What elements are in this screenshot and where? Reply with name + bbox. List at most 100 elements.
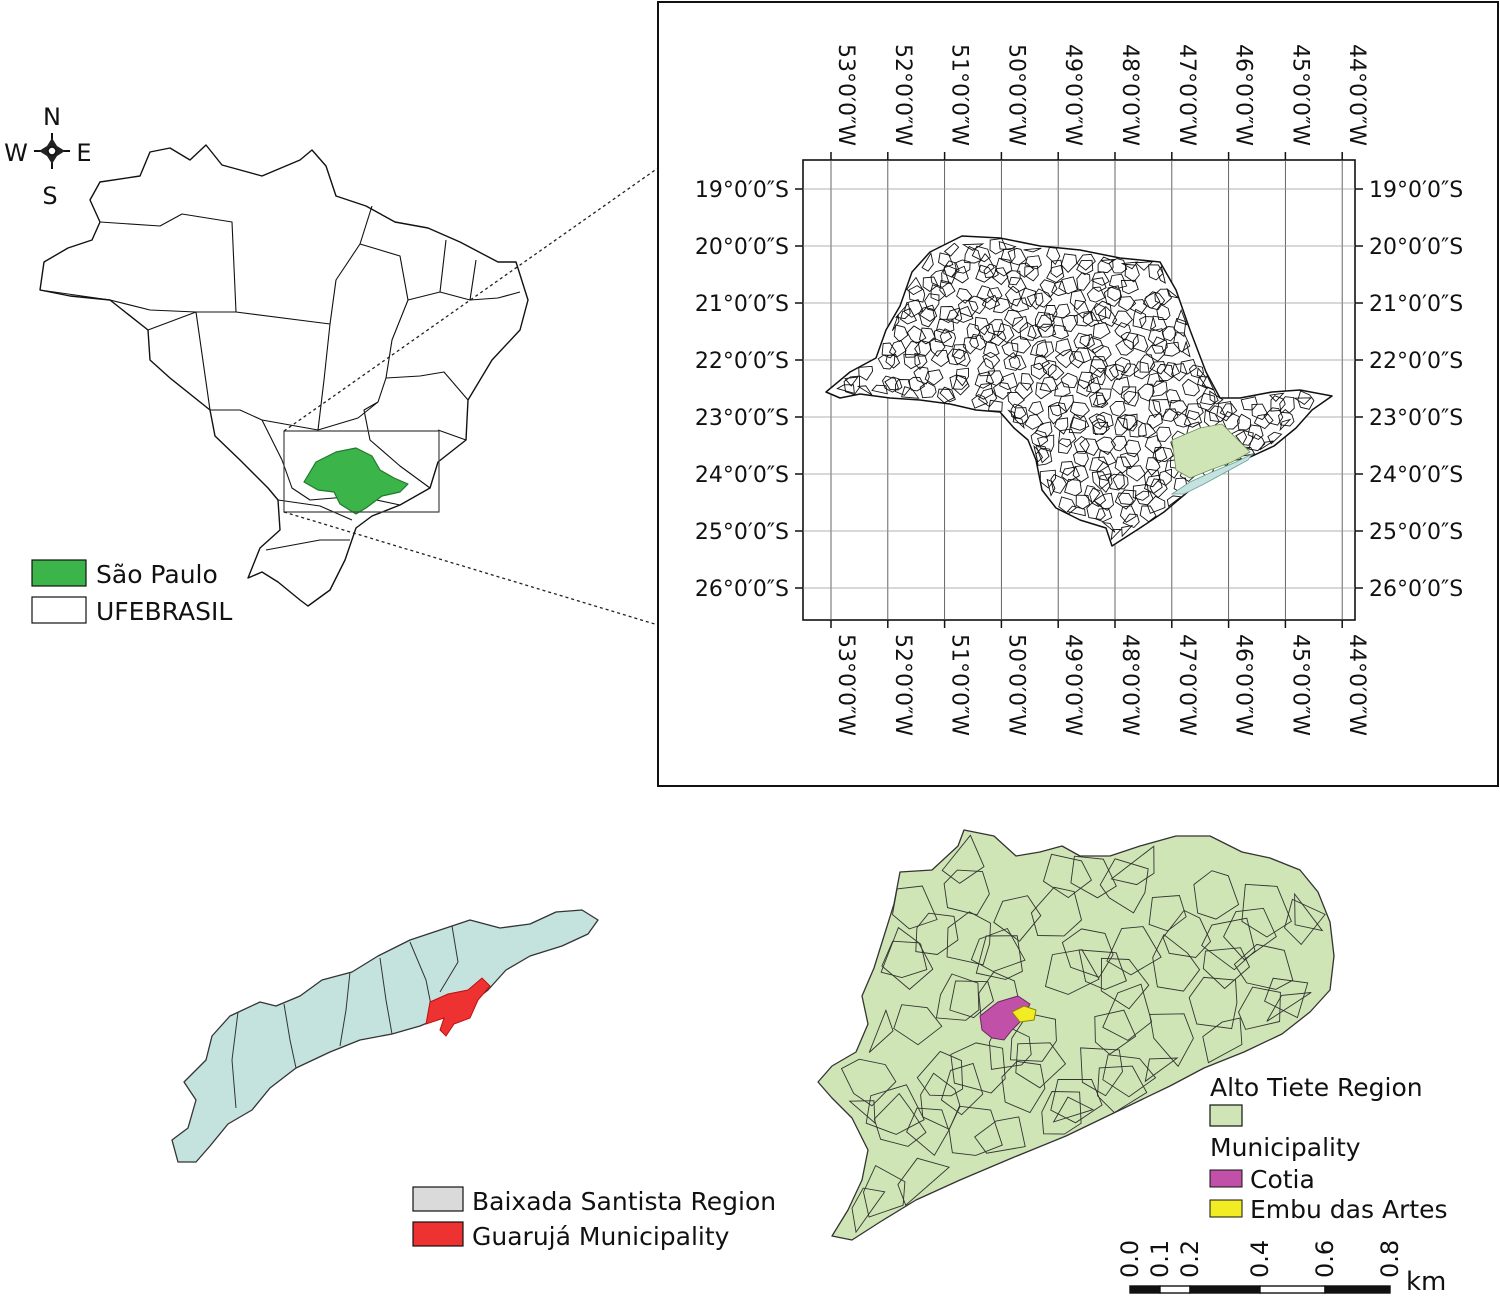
municipality-cell bbox=[1114, 322, 1131, 342]
municipality-cell bbox=[1253, 413, 1274, 430]
municipality-cell bbox=[1132, 308, 1147, 329]
longitude-labels-bottom: 53°0′0″W 52°0′0″W 51°0′0″W 50°0′0″W 49°0′0″W… bbox=[833, 634, 1369, 736]
municipality-cell bbox=[1098, 450, 1117, 466]
municipality-cell bbox=[858, 365, 874, 381]
municipality-cell bbox=[1183, 409, 1203, 428]
municipality-cell bbox=[1086, 500, 1106, 520]
compass-south: S bbox=[42, 182, 57, 210]
municipality-cell bbox=[1034, 311, 1053, 328]
cotia-municipality bbox=[979, 995, 1031, 1041]
legend-swatch-sao-paulo bbox=[31, 559, 87, 587]
municipality-cell bbox=[1097, 305, 1118, 327]
municipality-cell bbox=[1278, 409, 1295, 427]
municipality-cell bbox=[1068, 416, 1087, 434]
alto-municipality-cell bbox=[1188, 976, 1238, 1030]
longitude-label-bottom: 48°0′0″W bbox=[1117, 634, 1142, 736]
municipality-cell bbox=[1143, 474, 1163, 494]
municipality-cell bbox=[1104, 363, 1119, 382]
longitude-label-bottom: 49°0′0″W bbox=[1060, 634, 1085, 736]
municipality-cell bbox=[1036, 313, 1055, 333]
municipality-cell bbox=[1077, 371, 1095, 390]
latitude-label-right: 20°0′0″S bbox=[1369, 235, 1463, 260]
municipality-cell bbox=[977, 357, 996, 377]
municipality-cell bbox=[914, 352, 928, 370]
compass-center-icon bbox=[47, 146, 57, 156]
municipality-cell bbox=[1150, 315, 1168, 333]
municipality-cell bbox=[1054, 348, 1075, 369]
municipality-cell bbox=[1091, 344, 1112, 362]
municipality-cell bbox=[928, 337, 946, 357]
municipality-cell bbox=[924, 293, 940, 312]
municipality-cell bbox=[1118, 296, 1137, 312]
municipality-cell bbox=[1109, 400, 1126, 417]
municipality-cell bbox=[1235, 430, 1254, 446]
municipality-cell bbox=[1068, 351, 1085, 369]
municipality-cell bbox=[894, 379, 911, 396]
municipality-cell bbox=[941, 264, 957, 285]
municipality-cell bbox=[974, 371, 995, 389]
alto-municipality-cell bbox=[851, 1187, 886, 1234]
municipality-cell bbox=[1046, 246, 1061, 266]
municipality-cell bbox=[938, 252, 954, 268]
municipality-cell bbox=[1181, 378, 1200, 397]
legend-title-municipality: Municipality bbox=[1210, 1133, 1361, 1162]
municipality-cell bbox=[1070, 413, 1090, 431]
municipality-cell bbox=[924, 369, 944, 386]
scale-tick-label: 0.8 bbox=[1376, 1240, 1404, 1278]
municipality-cell bbox=[952, 374, 970, 396]
municipality-cell bbox=[1061, 466, 1080, 483]
municipality-cell bbox=[1035, 447, 1053, 466]
scale-tick-label: 0.1 bbox=[1146, 1240, 1174, 1278]
longitude-label-top: 52°0′0″W bbox=[890, 44, 915, 146]
longitude-label-top: 46°0′0″W bbox=[1231, 44, 1256, 146]
municipality-cell bbox=[954, 259, 971, 274]
legend-title-alto-tiete: Alto Tiete Region bbox=[1210, 1073, 1423, 1102]
latitude-label-left: 21°0′0″S bbox=[695, 292, 789, 317]
municipality-cell bbox=[1091, 418, 1110, 436]
alto-municipality-cell bbox=[940, 1062, 984, 1116]
compass-north: N bbox=[43, 103, 61, 131]
municipality-cell bbox=[982, 351, 1001, 370]
longitude-label-bottom: 45°0′0″W bbox=[1287, 634, 1312, 736]
alto-tiete-map bbox=[817, 829, 1335, 1241]
municipality-cell bbox=[1007, 276, 1027, 294]
municipality-cell bbox=[993, 297, 1011, 314]
municipality-cell bbox=[1151, 336, 1168, 354]
latitude-label-left: 19°0′0″S bbox=[695, 178, 789, 203]
municipality-cell bbox=[1137, 383, 1155, 402]
municipality-cell bbox=[1107, 285, 1123, 302]
legend-label-ufebrasil: UFEBRASIL bbox=[96, 597, 232, 626]
municipality-cell bbox=[881, 342, 897, 359]
municipality-cell bbox=[1026, 292, 1044, 310]
baixada-municipal-borders bbox=[231, 925, 459, 1109]
municipality-cell bbox=[1029, 339, 1049, 358]
municipality-cell bbox=[1012, 407, 1029, 425]
alto-tiete-highlight bbox=[1171, 423, 1251, 479]
municipality-cell bbox=[1011, 416, 1025, 430]
municipality-cell bbox=[1023, 247, 1042, 253]
alto-municipality-cell bbox=[1052, 1096, 1095, 1123]
municipality-cell bbox=[1092, 322, 1111, 339]
latitude-label-right: 26°0′0″S bbox=[1369, 577, 1463, 602]
municipality-cell bbox=[1007, 392, 1025, 409]
municipality-cell bbox=[904, 341, 921, 358]
brazil-map bbox=[39, 144, 529, 607]
municipality-cell bbox=[1143, 468, 1161, 488]
municipality-cell bbox=[1182, 340, 1191, 358]
municipality-cell bbox=[954, 305, 974, 323]
municipality-cell bbox=[1119, 452, 1140, 470]
longitude-label-top: 50°0′0″W bbox=[1003, 44, 1028, 146]
alto-municipality-cell bbox=[1110, 845, 1155, 886]
municipality-cell bbox=[966, 323, 981, 340]
legend-label-baixada: Baixada Santista Region bbox=[472, 1187, 776, 1216]
latitude-label-right: 24°0′0″S bbox=[1369, 463, 1463, 488]
municipality-cell bbox=[1171, 363, 1188, 382]
municipality-cell bbox=[1120, 386, 1137, 405]
municipality-cell bbox=[885, 353, 901, 369]
municipality-cell bbox=[1163, 341, 1180, 357]
alto-municipality-cell bbox=[946, 911, 991, 966]
latitude-label-left: 23°0′0″S bbox=[695, 406, 789, 431]
legend-swatch-ufebrasil bbox=[31, 596, 87, 624]
alto-municipality-cell bbox=[1144, 1057, 1179, 1083]
municipality-cell bbox=[963, 336, 980, 355]
